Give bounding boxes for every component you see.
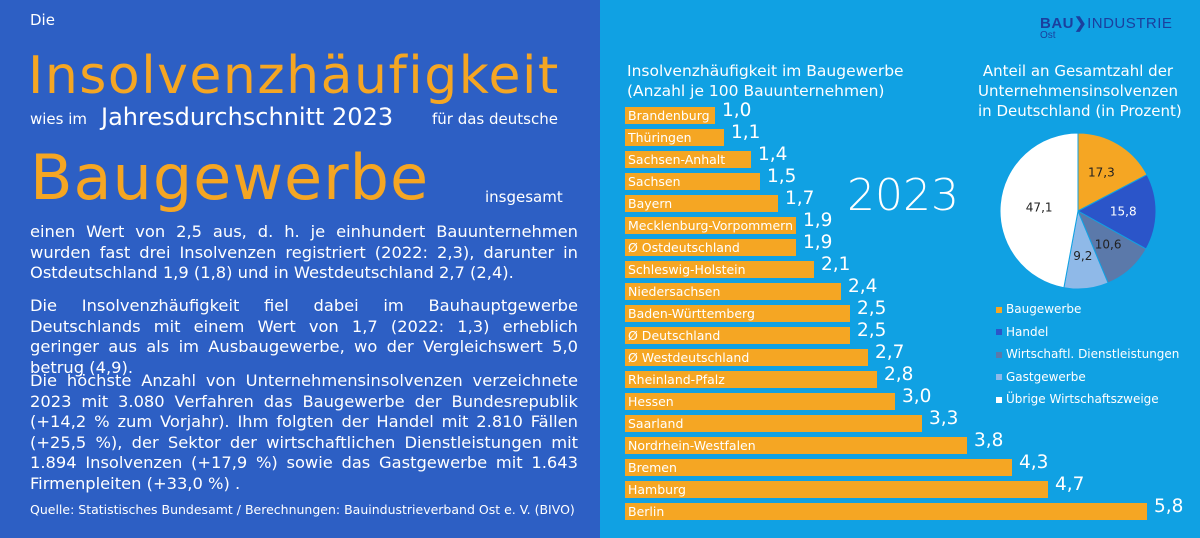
- bar: [625, 217, 796, 234]
- bar-value-label: 2,5: [857, 320, 887, 341]
- bar: [625, 459, 1012, 476]
- source-note: Quelle: Statistisches Bundesamt / Berech…: [30, 502, 575, 517]
- year-label: 2023: [847, 170, 959, 221]
- bar-category-label: Brandenburg: [628, 108, 710, 123]
- bar-value-label: 2,5: [857, 298, 887, 319]
- legend-label: Handel: [1006, 324, 1049, 339]
- paragraph-3: Die höchste Anzahl von Unternehmensinsol…: [30, 371, 578, 493]
- bar-value-label: 5,8: [1154, 496, 1184, 517]
- bar-value-label: 1,1: [731, 122, 761, 143]
- headline-post: insgesamt: [485, 188, 563, 206]
- bar-value-label: 2,7: [875, 342, 905, 363]
- bar-category-label: Ø Westdeutschland: [628, 350, 750, 365]
- bar: [625, 437, 967, 454]
- bar-category-label: Hamburg: [628, 482, 686, 497]
- headline-insolvency-frequency: Insolvenzhäufigkeit: [28, 46, 560, 106]
- bar: [625, 283, 841, 300]
- bar: [625, 261, 814, 278]
- bar-category-label: Sachsen-Anhalt: [628, 152, 726, 167]
- bar-category-label: Ø Ostdeutschland: [628, 240, 740, 255]
- bar-value-label: 1,5: [767, 166, 797, 187]
- legend-label: Übrige Wirtschaftszweige: [1006, 392, 1159, 406]
- bar-category-label: Rheinland-Pfalz: [628, 372, 725, 387]
- bar: [625, 173, 760, 190]
- intro-line-pre: wies im: [30, 110, 88, 128]
- text-panel: Die Insolvenzhäufigkeit wies im Jahresdu…: [0, 0, 600, 538]
- legend-label: Baugewerbe: [1006, 302, 1082, 316]
- legend-label: Wirtschaftl. Dienstleistungen: [1006, 347, 1180, 361]
- bar-category-label: Baden-Württemberg: [628, 306, 755, 321]
- bar-value-label: 1,0: [722, 100, 752, 121]
- intro-line-mid: Jahresdurchschnitt 2023: [101, 103, 394, 131]
- pie-slice: [999, 132, 1079, 289]
- bar-category-label: Bayern: [628, 196, 673, 211]
- pie-slice-label: 10,6: [1095, 238, 1122, 252]
- legend-item: Handel: [996, 325, 1048, 339]
- bar-value-label: 3,0: [902, 386, 932, 407]
- pie-chart-title: Anteil an Gesamtzahl der Unternehmensins…: [978, 62, 1182, 120]
- bar: [625, 349, 868, 366]
- legend-item: Baugewerbe: [996, 302, 1081, 316]
- bauindustrie-logo: BAU❯INDUSTRIE Ost: [1040, 15, 1173, 41]
- bar-value-label: 3,3: [929, 408, 959, 429]
- legend-swatch: [996, 351, 1002, 358]
- pie-slice-label: 47,1: [1026, 200, 1053, 214]
- bar-category-label: Berlin: [628, 504, 665, 519]
- legend-swatch: [996, 306, 1002, 313]
- bar-value-label: 2,1: [821, 254, 851, 275]
- bar-category-label: Saarland: [628, 416, 684, 431]
- bar-value-label: 2,4: [848, 276, 878, 297]
- pie-slice-label: 17,3: [1088, 165, 1115, 179]
- pie-chart: 17,3 15,8 10,69,2 47,1: [999, 132, 1157, 290]
- legend-item: Wirtschaftl. Dienstleistungen: [996, 347, 1179, 361]
- pie-slice-label: 9,2: [1073, 249, 1092, 263]
- bar-value-label: 3,8: [974, 430, 1004, 451]
- pie-slice: [1077, 132, 1148, 212]
- bar-category-label: Bremen: [628, 460, 677, 475]
- bar: [625, 195, 778, 212]
- legend-swatch: [996, 374, 1002, 380]
- bar-category-label: Hessen: [628, 394, 674, 409]
- chart-panel: BAU❯INDUSTRIE Ost Insolvenzhäufigkeit im…: [600, 0, 1200, 538]
- bar-category-label: Schleswig-Holstein: [628, 262, 746, 277]
- bar: [625, 129, 724, 146]
- intro-line-post: für das deutsche: [432, 110, 558, 128]
- legend-swatch: [996, 396, 1002, 403]
- bar-category-label: Thüringen: [628, 130, 692, 145]
- legend-swatch: [996, 329, 1002, 335]
- legend-item: Übrige Wirtschaftszweige: [996, 392, 1159, 406]
- bar-value-label: 4,3: [1019, 452, 1049, 473]
- bar: [625, 151, 751, 168]
- bar: [625, 371, 877, 388]
- bar-category-label: Nordrhein-Westfalen: [628, 438, 756, 453]
- bar-category-label: Niedersachsen: [628, 284, 721, 299]
- bar: [625, 393, 895, 410]
- bar: [625, 239, 796, 256]
- bar-value-label: 2,8: [884, 364, 914, 385]
- bar-value-label: 4,7: [1055, 474, 1085, 495]
- bar-chart-title: Insolvenzhäufigkeit im Baugewerbe (Anzah…: [627, 62, 904, 100]
- bar-category-label: Sachsen: [628, 174, 681, 189]
- bar: [625, 481, 1048, 498]
- bar-category-label: Ø Deutschland: [628, 328, 721, 343]
- legend-item: Gastgewerbe: [996, 370, 1086, 384]
- pie-slice: [1076, 174, 1157, 250]
- paragraph-2: Die Insolvenzhäufigkeit fiel dabei im Ba…: [30, 296, 578, 377]
- legend-label: Gastgewerbe: [1006, 369, 1086, 384]
- bar: [625, 107, 715, 124]
- bar-category-label: Mecklenburg-Vorpommern: [628, 218, 793, 233]
- bar: [625, 415, 922, 432]
- headline-construction: Baugewerbe: [30, 141, 430, 214]
- pie-slice-label: 15,8: [1110, 205, 1137, 219]
- bar: [625, 503, 1147, 520]
- bar: [625, 327, 850, 344]
- bar-value-label: 1,4: [758, 144, 788, 165]
- paragraph-1: einen Wert von 2,5 aus, d. h. je einhund…: [30, 222, 578, 282]
- bar-value-label: 1,7: [785, 188, 815, 209]
- bar-value-label: 1,9: [803, 210, 833, 231]
- bar: [625, 305, 850, 322]
- intro-word: Die: [30, 11, 55, 29]
- bar-value-label: 1,9: [803, 232, 833, 253]
